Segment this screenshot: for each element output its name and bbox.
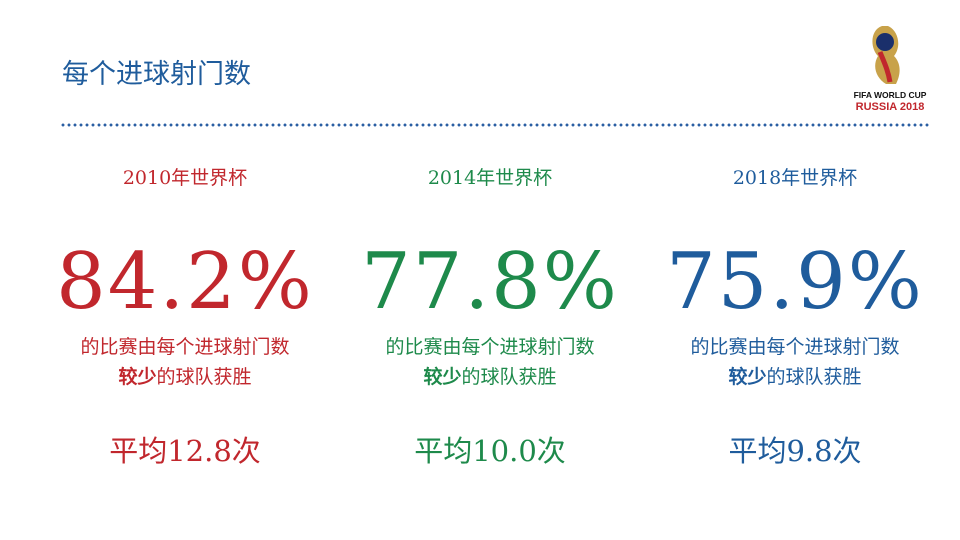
logo-line1: FIFA WORLD CUP — [854, 90, 927, 100]
description-bold: 较少 — [118, 366, 157, 388]
description-line: 较少的球队获胜 — [35, 362, 335, 392]
stat-column: 2014年世界杯 77.8% 的比赛由每个进球射门数 较少的球队获胜 平均10.0次 — [340, 160, 640, 470]
year-label: 2018年世界杯 — [732, 167, 858, 189]
description: 的比赛由每个进球射门数较少的球队获胜 — [645, 332, 945, 392]
logo-line2: RUSSIA 2018 — [856, 101, 925, 113]
logo: FIFA WORLD CUP RUSSIA 2018 — [854, 26, 927, 113]
description-line: 的比赛由每个进球射门数 — [80, 336, 290, 358]
average-shots: 平均10.0次 — [414, 434, 566, 468]
description-line: 的比赛由每个进球射门数 — [690, 336, 900, 358]
description-rest: 的球队获胜 — [766, 366, 862, 388]
description-rest: 的球队获胜 — [461, 366, 557, 388]
description-line: 较少的球队获胜 — [645, 362, 945, 392]
percent-value: 77.8% — [361, 237, 619, 327]
year-label: 2014年世界杯 — [427, 167, 553, 189]
slide-title: 每个进球射门数 — [62, 59, 251, 90]
description-bold: 较少 — [728, 366, 767, 388]
description-bold: 较少 — [423, 366, 462, 388]
year-label: 2010年世界杯 — [122, 167, 248, 189]
stat-column: 2018年世界杯 75.9% 的比赛由每个进球射门数 较少的球队获胜 平均9.8次 — [645, 160, 945, 470]
trophy-ball — [876, 33, 894, 51]
stat-column: 2010年世界杯 84.2% 的比赛由每个进球射门数 较少的球队获胜 平均12.8次 — [35, 160, 335, 470]
percent-value: 84.2% — [56, 237, 314, 327]
dotted-divider — [60, 122, 930, 128]
percent-value: 75.9% — [666, 237, 924, 327]
average-shots: 平均9.8次 — [728, 434, 862, 468]
description-line: 较少的球队获胜 — [340, 362, 640, 392]
description-rest: 的球队获胜 — [156, 366, 252, 388]
description: 的比赛由每个进球射门数较少的球队获胜 — [340, 332, 640, 392]
average-shots: 平均12.8次 — [109, 434, 261, 468]
trophy-stripe — [877, 51, 893, 83]
description: 的比赛由每个进球射门数较少的球队获胜 — [35, 332, 335, 392]
description-line: 的比赛由每个进球射门数 — [385, 336, 595, 358]
